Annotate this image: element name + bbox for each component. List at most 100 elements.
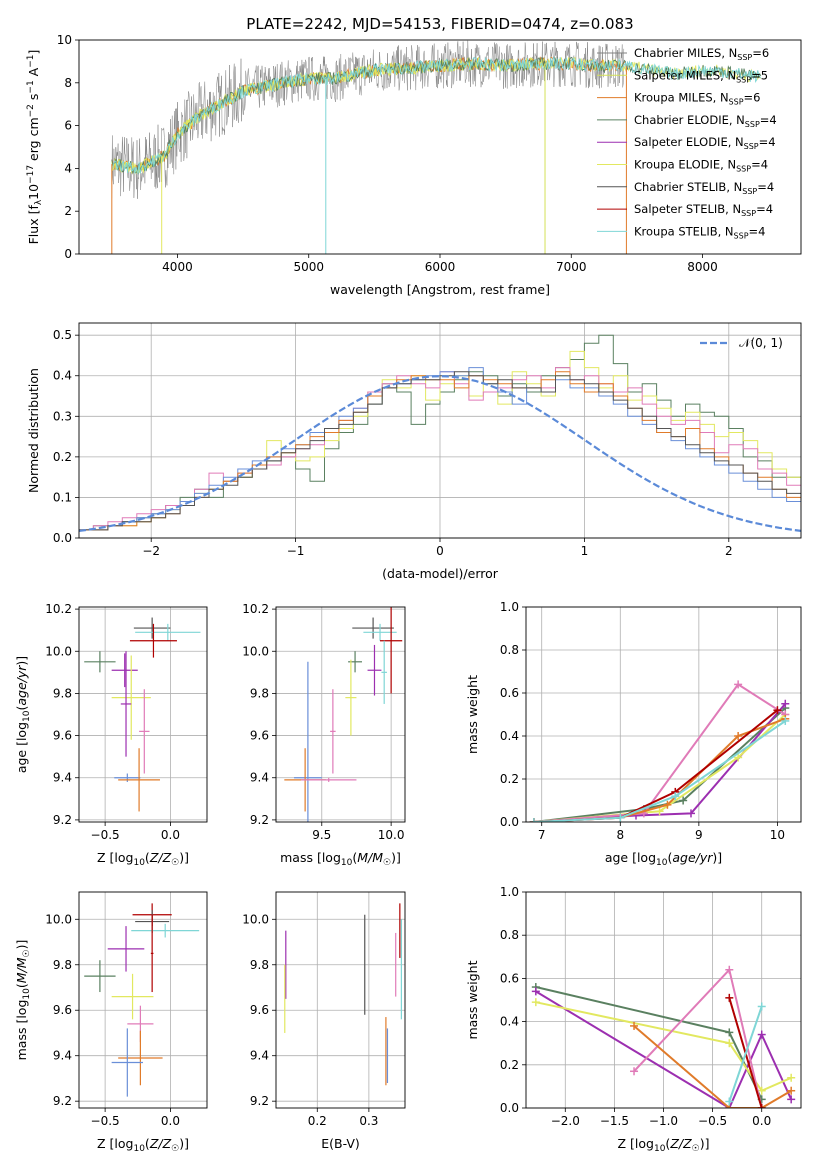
legend-entry: Kroupa MILES, NSSP=6 [634, 91, 760, 107]
mass-weight-marker [781, 716, 790, 725]
y-tick-label: 9.6 [53, 729, 72, 743]
plot-area [79, 334, 801, 532]
y-tick-label: 2 [64, 204, 72, 218]
legend-nssp: =4 [749, 224, 766, 238]
y-axis-label-part: ] [26, 50, 41, 55]
y-axis-label-part: s [26, 94, 41, 105]
mass-weight-marker [663, 800, 672, 809]
y-tick-label: 0.2 [53, 450, 72, 464]
y-tick-label: 0.4 [500, 1015, 519, 1029]
error-bar-point [330, 689, 336, 774]
x-axis-label-part: ( [352, 850, 357, 865]
y-tick-label: 10.0 [45, 644, 72, 658]
x-tick-label: 8 [616, 828, 624, 842]
age-vs-metallicity-panel: −0.5 0.09.29.49.69.810.010.2Z [log10(Z/Z☉… [14, 602, 208, 868]
axes-frame [78, 39, 802, 255]
x-tick-label: 8000 [687, 260, 718, 274]
error-bar-point [84, 651, 116, 673]
mass-weight-marker [757, 1104, 766, 1108]
x-axis-label-part: ( [667, 850, 672, 865]
y-tick-label: 0.3 [53, 409, 72, 423]
x-axis-label-part: )] [391, 850, 401, 865]
x-axis-label-part: ☉ [171, 1144, 179, 1154]
axes-frame [525, 606, 802, 823]
x-axis-label-part: ☉ [171, 858, 179, 868]
error-bar-point [114, 773, 141, 782]
legend-sub: SSP [744, 142, 759, 151]
error-bar-point [118, 1030, 163, 1086]
y-tick-label: 0.1 [53, 490, 72, 504]
legend-nssp: =4 [756, 202, 773, 216]
legend-sub: SSP [729, 98, 744, 107]
mass-weight-marker [616, 813, 625, 822]
y-axis-label-part: 10 [22, 710, 32, 722]
x-tick-label: 10.0 [378, 828, 405, 842]
x-axis-label-part: )] [179, 1136, 189, 1151]
y-tick-label: 10.0 [242, 912, 269, 926]
series-model-kroupa_stelib [111, 56, 762, 175]
legend-entry: Chabrier MILES, NSSP=6 [634, 46, 769, 62]
axes-frame [525, 891, 802, 1109]
x-axis-label-part: 10 [656, 858, 668, 868]
mass-weight-series [533, 683, 786, 822]
x-tick-label: 9 [695, 828, 703, 842]
legend-name: Chabrier STELIB, N [634, 180, 742, 194]
figure-title: PLATE=2242, MJD=54153, FIBERID=0474, z=0… [246, 15, 633, 33]
plot-area [531, 965, 796, 1108]
x-tick-label: −1.5 [600, 1114, 629, 1128]
x-tick-label: 4000 [162, 260, 193, 274]
y-axis-label-part: −2 [26, 104, 36, 117]
mass-weight-marker [671, 792, 680, 801]
y-axis-label-part: age/yr [14, 665, 29, 706]
y-axis-label-part: Flux [f [26, 205, 41, 245]
x-axis-label-part: age/yr [672, 850, 713, 865]
y-tick-label: 0.5 [53, 328, 72, 342]
ticks: 9.5 10.0 9.2 9.4 9.6 9.8 10.0 10.2 [242, 602, 404, 842]
error-bar-point [107, 926, 145, 972]
mass-weight-marker [687, 809, 695, 818]
ticks: −0.5 0.0 9.2 9.4 9.6 9.8 10.0 10.2 [45, 602, 180, 842]
y-tick-label: 10 [57, 33, 72, 47]
mass-weight-marker [630, 1021, 639, 1030]
axes-frame [78, 606, 208, 823]
error-bar-point [84, 960, 116, 993]
mass-weight-marker [781, 699, 790, 708]
y-axis-label: age [log10(age/yr)] [14, 656, 32, 773]
x-tick-label: 0.0 [752, 1114, 771, 1128]
legend-sub: SSP [737, 53, 752, 62]
mass-weight-series [728, 1006, 763, 1102]
x-axis-label-part: Z/Z [149, 1136, 172, 1151]
x-axis-label-part: 10 [133, 858, 145, 868]
x-axis-label-part: ☉ [383, 858, 391, 868]
x-axis-label-part: Z [log [618, 1136, 654, 1151]
plot-area [529, 680, 790, 822]
x-tick-label: 0.2 [308, 1114, 327, 1128]
y-axis-label: mass [log10(M/M☉)] [14, 940, 32, 1061]
x-tick-label: 6000 [425, 260, 456, 274]
y-axis-label: Normed distribution [26, 368, 41, 493]
x-axis-label-part: ( [145, 1136, 150, 1151]
x-axis-label-part: M/M [357, 850, 383, 865]
mass-weight-marker [757, 1086, 766, 1095]
mass-weight-marker [725, 965, 734, 974]
mass-weight-marker [529, 818, 538, 822]
x-tick-label: 0.0 [161, 828, 180, 842]
x-axis-label: wavelength [Angstrom, rest frame] [330, 282, 550, 297]
mass-vs-metallicity-panel: −0.5 0.09.29.49.69.810.0Z [log10(Z/Z☉)]ma… [14, 891, 208, 1154]
error-bar-point [381, 640, 387, 704]
y-tick-label: 9.6 [53, 1003, 72, 1017]
x-axis-label: mass [log10(M/M☉)] [280, 850, 401, 868]
x-tick-label: 7 [538, 828, 546, 842]
x-tick-label: 0.0 [161, 1114, 180, 1128]
legend-nssp: =4 [751, 158, 768, 172]
grid [276, 892, 405, 1108]
ticks: −2.0 −1.5 −1.0 −0.5 0.0 0.0 0.2 0.4 0.6 0.8 1.0 [500, 885, 771, 1128]
y-axis-label-part: M/M [14, 957, 29, 983]
y-tick-label: 9.8 [250, 958, 269, 972]
y-tick-label: 0.2 [500, 772, 519, 786]
x-axis-label-part: )] [700, 1136, 710, 1151]
mass-weight-series [535, 990, 793, 1108]
x-axis-label: (data-model)/error [382, 566, 499, 581]
x-tick-label: 10 [770, 828, 785, 842]
mass-weight-marker [725, 993, 734, 1002]
